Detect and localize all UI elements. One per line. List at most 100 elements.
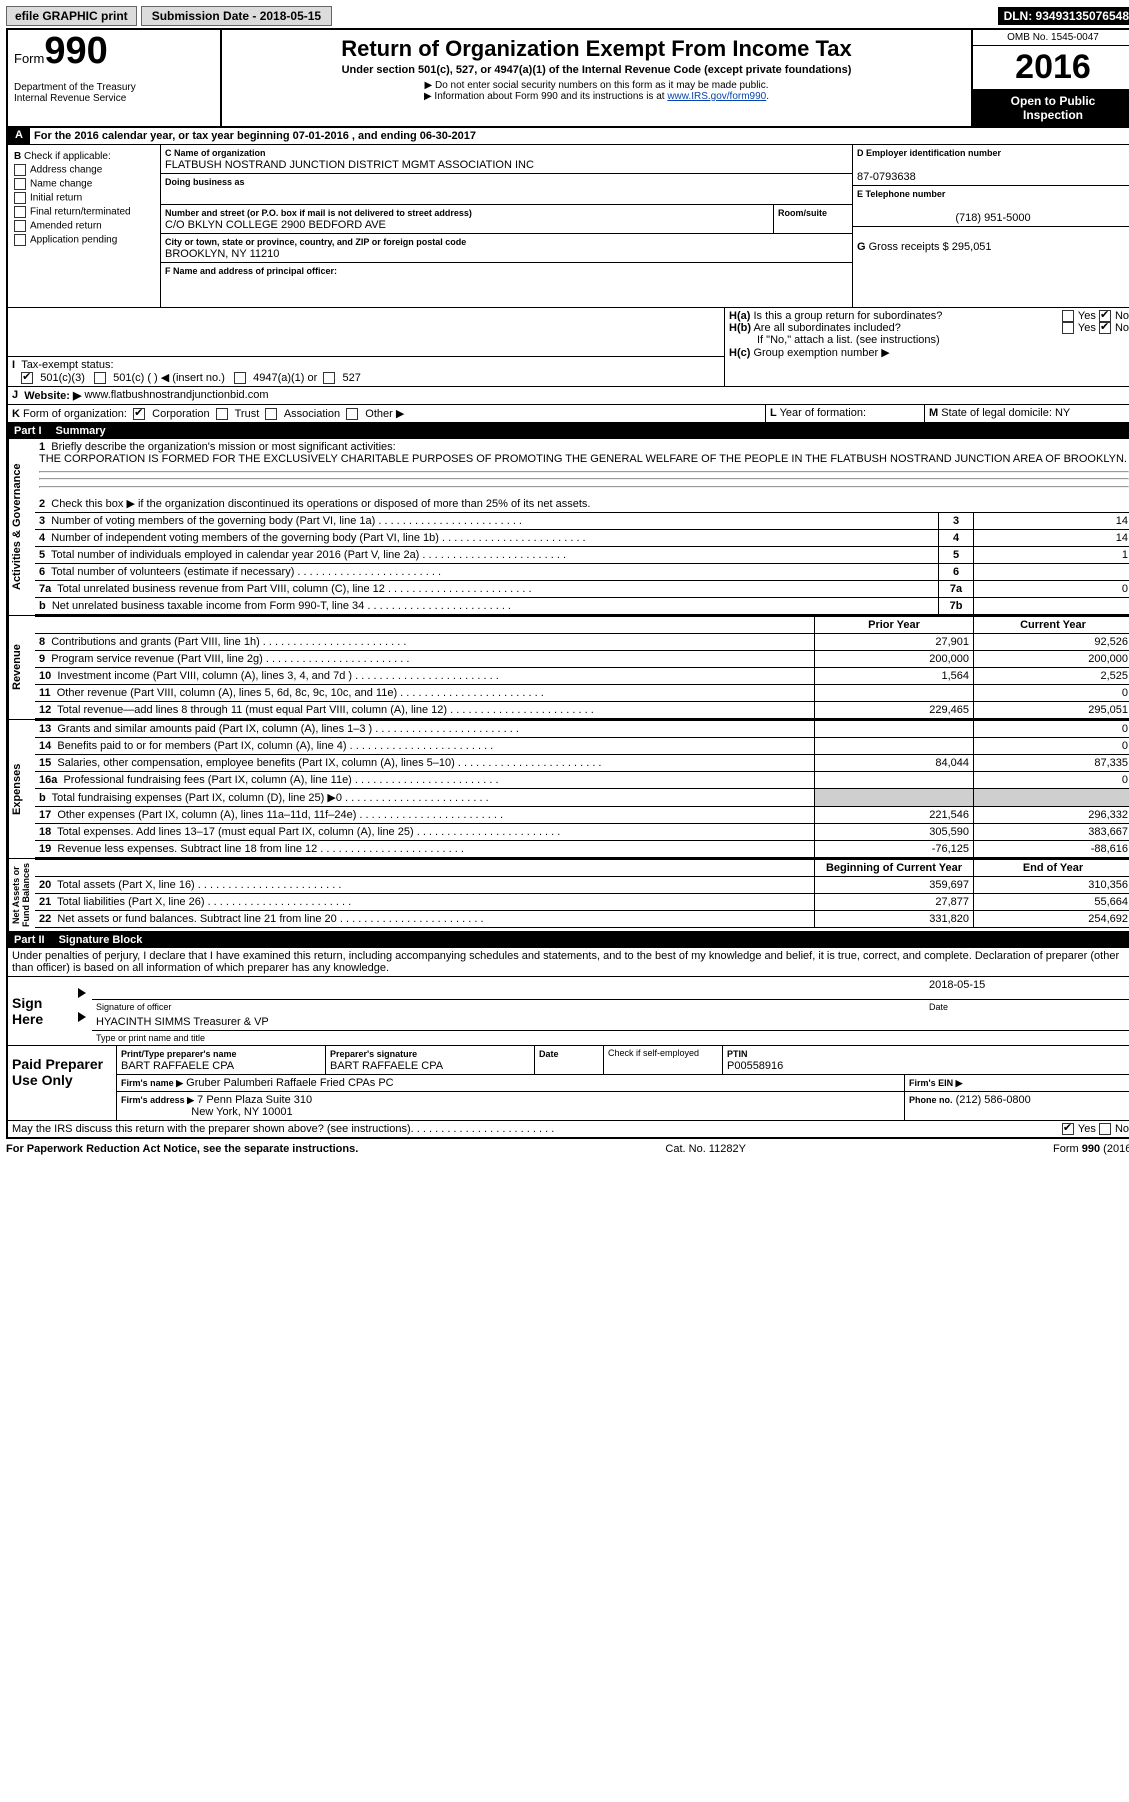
firm-name-label: Firm's name ▶ [121,1078,183,1088]
part1-title: Part I [14,425,42,437]
opt-assoc: Association [284,408,340,420]
footer-mid: Cat. No. 11282Y [665,1143,746,1155]
opt-name-change: Name change [30,179,92,190]
checkbox-other[interactable] [346,408,358,420]
checkbox-irs-no[interactable] [1099,1123,1111,1135]
triangle-icon [78,1012,86,1022]
checkbox-ha-yes[interactable] [1062,310,1074,322]
prep-name: BART RAFFAELE CPA [121,1060,234,1072]
irs-q-text: May the IRS discuss this return with the… [12,1123,411,1135]
header-mid: Return of Organization Exempt From Incom… [222,30,971,126]
page-footer: For Paperwork Reduction Act Notice, see … [6,1139,1129,1155]
part1-name: Summary [56,425,106,437]
col-end: End of Year [974,860,1129,877]
d-label: Employer identification number [866,148,1001,158]
checkbox-4947[interactable] [234,372,246,384]
form-title: Return of Organization Exempt From Incom… [230,36,963,62]
f-label: Name and address of principal officer: [173,266,337,276]
org-address: C/O BKLYN COLLEGE 2900 BEDFORD AVE [165,219,386,231]
dept-irs: Internal Revenue Service [14,93,214,104]
opt-final-return: Final return/terminated [30,207,131,218]
col-curr: Current Year [974,617,1129,634]
checkbox-irs-yes[interactable] [1062,1123,1074,1135]
website: www.flatbushnostrandjunctionbid.com [84,389,268,402]
dept-treasury: Department of the Treasury [14,82,214,93]
form-subtitle: Under section 501(c), 527, or 4947(a)(1)… [230,64,963,76]
checkbox-initial-return[interactable] [14,192,26,204]
paid-preparer-block: Paid Preparer Use Only Print/Type prepar… [8,1046,1129,1121]
opt-amended: Amended return [30,221,102,232]
form-num: 990 [44,30,107,72]
form-header: Form990 Department of the Treasury Inter… [8,30,1129,128]
section-h: H(a) Is this a group return for subordin… [725,308,1129,386]
checkbox-501c3[interactable] [21,372,33,384]
checkbox-amended[interactable] [14,220,26,232]
irs-link[interactable]: www.IRS.gov/form990 [667,91,766,102]
city-label: City or town, state or province, country… [165,237,466,247]
org-city: BROOKLYN, NY 11210 [165,248,279,260]
checkbox-527[interactable] [323,372,335,384]
ha-yes: Yes [1078,310,1096,322]
form-word: Form [14,51,44,66]
checkbox-corp[interactable] [133,408,145,420]
hb-yes: Yes [1078,322,1096,334]
form-body: Form990 Department of the Treasury Inter… [6,28,1129,1139]
note-info-text: ▶ Information about Form 990 and its ins… [424,91,667,102]
submission-date: Submission Date - 2018-05-15 [141,6,332,26]
topbar: efile GRAPHIC print Submission Date - 20… [6,6,1129,26]
checkbox-assoc[interactable] [265,408,277,420]
firm-ein-label: Firm's EIN ▶ [909,1078,963,1088]
section-deg: D Employer identification number 87-0793… [852,145,1129,307]
sig-officer-label: Signature of officer [92,1000,925,1014]
efile-print-button[interactable]: efile GRAPHIC print [6,6,137,26]
hb-note: If "No," attach a list. (see instruction… [729,334,1129,346]
j-label: Website: ▶ [24,389,81,402]
hc-text: Group exemption number ▶ [753,347,889,359]
opt-app-pending: Application pending [30,235,117,246]
part2-name: Signature Block [59,934,143,946]
side-net: Net Assets or Fund Balances [8,859,35,931]
checkbox-501c[interactable] [94,372,106,384]
opt-501c3: 501(c)(3) [40,372,85,384]
telephone: (718) 951-5000 [857,212,1129,224]
part1-header: Part I Summary [8,423,1129,439]
irs-yes: Yes [1078,1123,1096,1135]
checkbox-hb-no[interactable] [1099,322,1111,334]
net-table: Beginning of Current YearEnd of Year 20 … [35,859,1129,928]
checkbox-app-pending[interactable] [14,234,26,246]
addr-label: Number and street (or P.O. box if mail i… [165,208,472,218]
header-left: Form990 Department of the Treasury Inter… [8,30,222,126]
type-name-label: Type or print name and title [92,1031,1129,1045]
checkbox-final-return[interactable] [14,206,26,218]
l2-label: Check this box ▶ if the organization dis… [51,498,590,510]
paid-preparer-label: Paid Preparer Use Only [8,1046,116,1120]
i-label: Tax-exempt status: [21,359,113,371]
part2-title: Part II [14,934,45,946]
k-label: Form of organization: [23,408,127,420]
col-prior: Prior Year [815,617,974,634]
expenses-table: 13 Grants and similar amounts paid (Part… [35,720,1129,858]
checkbox-trust[interactable] [216,408,228,420]
sign-date: 2018-05-15 [925,977,1129,1000]
opt-initial-return: Initial return [30,193,82,204]
e-label: Telephone number [866,189,946,199]
section-b: B Check if applicable: Address change Na… [8,145,161,307]
prep-sig-label: Preparer's signature [330,1049,417,1059]
checkbox-hb-yes[interactable] [1062,322,1074,334]
ha-text: Is this a group return for subordinates? [753,310,942,322]
checkbox-name-change[interactable] [14,178,26,190]
opt-4947: 4947(a)(1) or [253,372,317,384]
firm-addr1: 7 Penn Plaza Suite 310 [197,1094,312,1106]
firm-addr2: New York, NY 10001 [191,1106,292,1118]
check-self: Check if self-employed [608,1048,699,1058]
b-label: Check if applicable: [24,151,111,162]
tax-year-range: For the 2016 calendar year, or tax year … [30,128,480,144]
section-klm: K Form of organization: Corporation Trus… [8,405,1129,423]
section-c: C Name of organization FLATBUSH NOSTRAND… [161,145,852,307]
l-label: Year of formation: [780,407,866,419]
firm-phone: (212) 586-0800 [956,1094,1031,1106]
governance-table: 3 Number of voting members of the govern… [35,512,1129,615]
dba-label: Doing business as [165,177,245,187]
checkbox-address-change[interactable] [14,164,26,176]
firm-addr-label: Firm's address ▶ [121,1095,194,1105]
